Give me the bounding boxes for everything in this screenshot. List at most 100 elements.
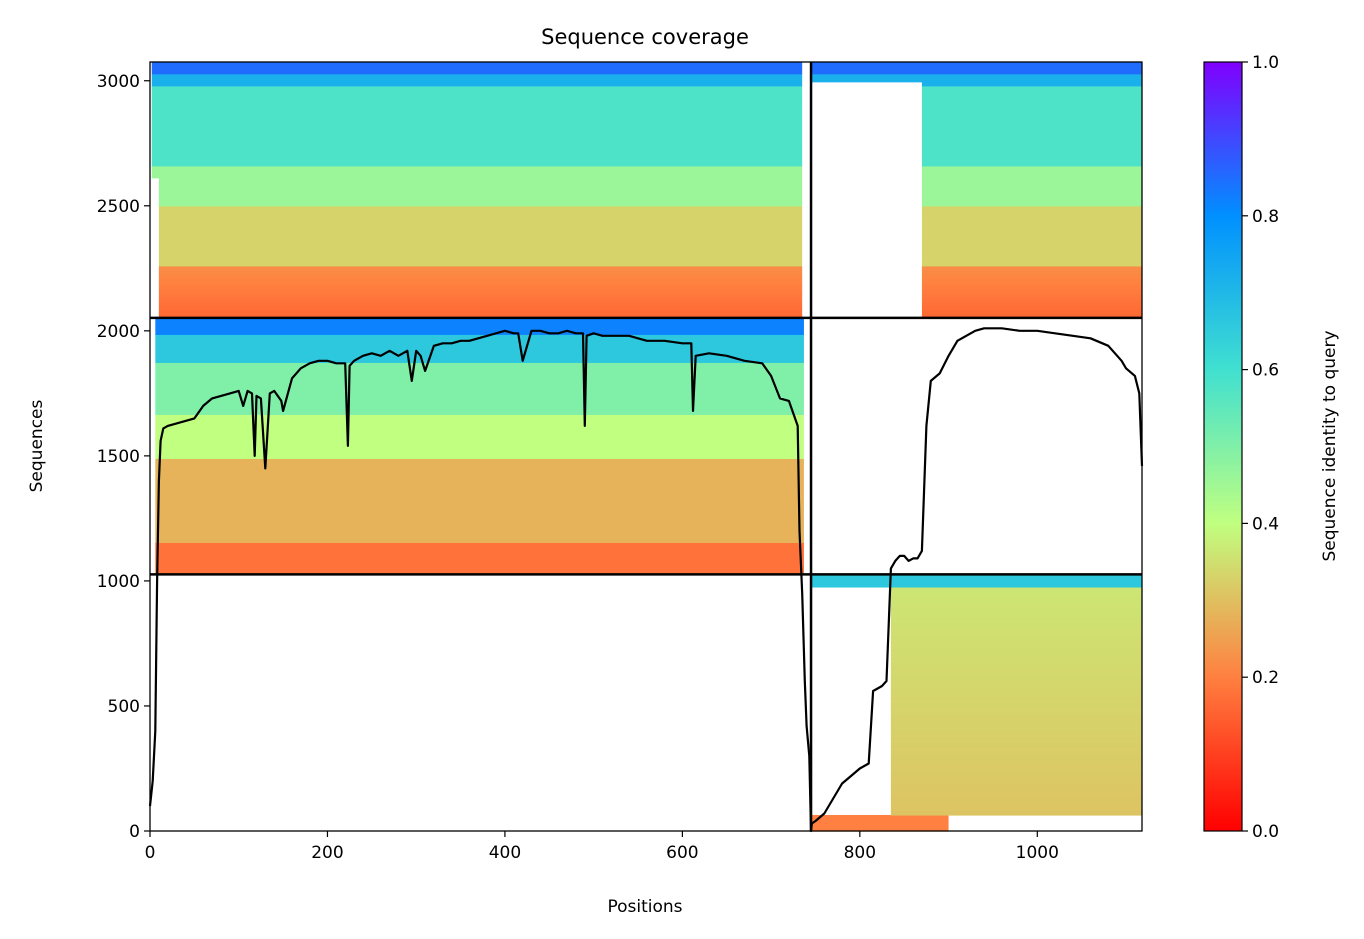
heatmap-cell	[921, 249, 1142, 255]
heatmap-cell	[921, 237, 1142, 243]
heatmap-cell	[890, 670, 1142, 676]
heatmap-cell	[151, 101, 803, 107]
heatmap-cell	[921, 201, 1142, 207]
colorbar: 0.0 0.2 0.4 0.6 0.8 1.0	[1203, 53, 1279, 842]
heatmap-cell	[155, 506, 804, 511]
heatmap-cell	[921, 189, 1142, 195]
heatmap-cell	[921, 185, 1142, 191]
heatmap-cell	[151, 109, 803, 115]
heatmap-cell	[890, 602, 1142, 608]
heatmap-cell	[890, 750, 1142, 756]
heatmap-cell	[151, 133, 803, 139]
heatmap-cell	[155, 350, 804, 355]
heatmap-cell	[151, 93, 803, 99]
heatmap-cell	[921, 161, 1142, 167]
heatmap-cell	[155, 510, 804, 515]
heatmap-cell	[155, 342, 804, 347]
heatmap-cell	[151, 62, 803, 67]
y-tick-label: 2500	[97, 197, 140, 217]
heatmap-cell	[921, 309, 1142, 315]
heatmap-cell	[158, 181, 803, 187]
heatmap-cell	[155, 478, 804, 483]
heatmap-cell	[890, 622, 1142, 628]
x-tick-label: 1000	[1016, 843, 1059, 863]
heatmap-cell	[890, 630, 1142, 636]
heatmap-cell	[155, 390, 804, 395]
heatmap-cell	[151, 153, 803, 159]
heatmap-cell	[890, 738, 1142, 744]
chart-title: Sequence coverage	[541, 25, 749, 49]
heatmap-cell	[155, 394, 804, 399]
heatmap-cell	[158, 189, 803, 195]
heatmap-cell	[155, 482, 804, 487]
heatmap-cell	[155, 446, 804, 451]
heatmap-cell	[155, 490, 804, 495]
heatmap-cell	[890, 790, 1142, 796]
heatmap-cell	[158, 301, 803, 307]
heatmap-cell	[155, 378, 804, 383]
heatmap-cell	[921, 233, 1142, 239]
heatmap-cell	[921, 177, 1142, 183]
heatmap-cell	[158, 269, 803, 275]
heatmap-cell	[921, 149, 1142, 155]
heatmap-cell	[155, 338, 804, 343]
heatmap-cell	[155, 466, 804, 471]
heatmap-cell	[155, 566, 804, 572]
heatmap-cell	[158, 249, 803, 255]
colorbar-tick-label: 0.4	[1252, 514, 1279, 534]
y-tick-label: 2000	[97, 322, 140, 342]
heatmap-cell	[921, 229, 1142, 235]
plot-frame	[149, 61, 1143, 832]
heatmap-cell	[155, 366, 804, 371]
heatmap-cell	[921, 89, 1142, 95]
heatmap-cell	[921, 169, 1142, 175]
heatmap-cell	[155, 518, 804, 523]
heatmap-cell	[890, 778, 1142, 784]
heatmap-cell	[155, 434, 804, 439]
heatmap-cell	[921, 305, 1142, 311]
heatmap-cell	[811, 814, 949, 820]
heatmap-cell	[155, 370, 804, 375]
heatmap-cell	[890, 794, 1142, 800]
heatmap-cell	[151, 69, 803, 75]
heatmap-cell	[921, 281, 1142, 287]
heatmap-cell	[890, 726, 1142, 732]
heatmap-cell	[921, 157, 1142, 163]
heatmap-cell	[155, 514, 804, 519]
heatmap-cell	[158, 205, 803, 211]
y-tick-label: 3000	[97, 72, 140, 92]
heatmap-cell	[158, 293, 803, 299]
heatmap-cell	[890, 742, 1142, 748]
heatmap-cell	[890, 598, 1142, 604]
heatmap-cell	[158, 229, 803, 235]
heatmap-cell	[921, 221, 1142, 227]
y-axis: 0 500 1000 1500 2000 2500 3000	[97, 72, 150, 842]
heatmap-cell	[158, 209, 803, 215]
heatmap-cell	[158, 177, 803, 183]
heatmap-cell	[921, 85, 1142, 91]
y-axis-label: Sequences	[27, 400, 47, 493]
y-tick-label: 1000	[97, 572, 140, 592]
heatmap-cell	[155, 322, 804, 327]
heatmap-cell	[155, 406, 804, 411]
colorbar-tick-label: 0.6	[1252, 361, 1279, 381]
heatmap-cell	[151, 77, 803, 83]
heatmap-cell	[151, 137, 803, 143]
heatmap-cell	[811, 578, 1142, 584]
heatmap-cell	[921, 265, 1142, 271]
heatmap-cell	[890, 746, 1142, 752]
heatmap-cell	[921, 181, 1142, 187]
heatmap-cell	[921, 269, 1142, 275]
heatmap-cell	[921, 193, 1142, 199]
heatmap-cell	[158, 201, 803, 207]
heatmap-cell	[890, 734, 1142, 740]
heatmap-cell	[921, 81, 1142, 87]
heatmap-cell	[890, 618, 1142, 624]
heatmap-cell	[921, 205, 1142, 211]
heatmap-cell	[890, 802, 1142, 808]
heatmap-cell	[921, 241, 1142, 247]
heatmap-cell	[890, 686, 1142, 692]
heatmap-cell	[811, 69, 1142, 75]
heatmap-cell	[811, 73, 1142, 79]
